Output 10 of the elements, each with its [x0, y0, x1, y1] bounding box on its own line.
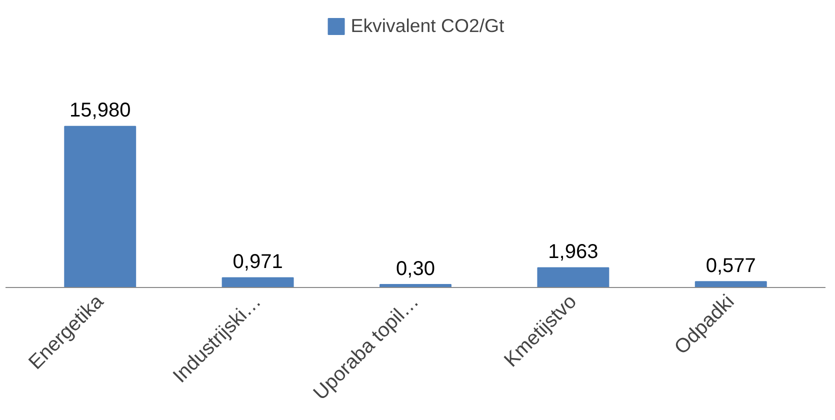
- legend-label: Ekvivalent CO2/Gt: [350, 15, 504, 37]
- bar: [537, 267, 610, 288]
- data-label: 0,577: [706, 255, 756, 278]
- data-label: 0,971: [232, 251, 283, 274]
- data-label: 15,980: [70, 100, 131, 122]
- data-label: 0,30: [396, 258, 435, 280]
- bar: [222, 277, 294, 288]
- bar: [64, 126, 136, 288]
- data-label: 1,963: [548, 241, 598, 264]
- bar: [694, 281, 767, 288]
